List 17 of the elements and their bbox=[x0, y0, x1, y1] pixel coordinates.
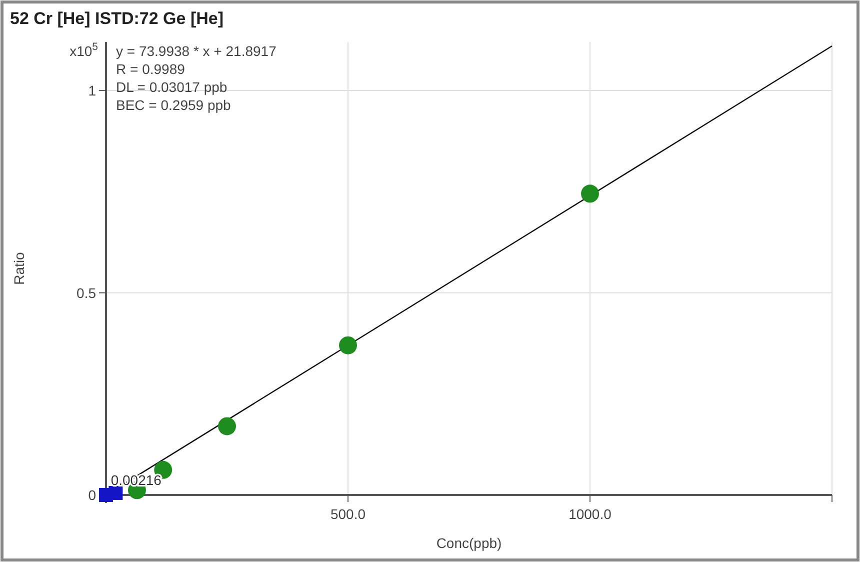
x-tick-label: 500.0 bbox=[330, 506, 366, 522]
y-tick-label: 1 bbox=[88, 82, 96, 99]
point bbox=[218, 417, 236, 436]
x-tick-label: 1000.0 bbox=[568, 506, 612, 522]
point bbox=[581, 184, 599, 203]
point bbox=[108, 486, 123, 500]
text: x10$^{5}$ bbox=[70, 41, 98, 59]
point bbox=[339, 336, 357, 354]
chart-title: 52 Cr [He] ISTD:72 Ge [He] bbox=[10, 9, 224, 28]
y-tick-label: 0.5 bbox=[76, 284, 96, 301]
annotation: y = 73.9938 * x + 21.8917 bbox=[116, 43, 277, 59]
annotation: R = 0.9989 bbox=[116, 61, 186, 77]
y-axis-title: Ratio bbox=[11, 252, 27, 285]
x-axis-title: Conc(ppb) bbox=[436, 535, 502, 551]
annotation: BEC = 0.2959 ppb bbox=[116, 97, 232, 113]
y-tick-label: 0 bbox=[88, 487, 96, 503]
annotation: DL = 0.03017 ppb bbox=[116, 79, 228, 95]
